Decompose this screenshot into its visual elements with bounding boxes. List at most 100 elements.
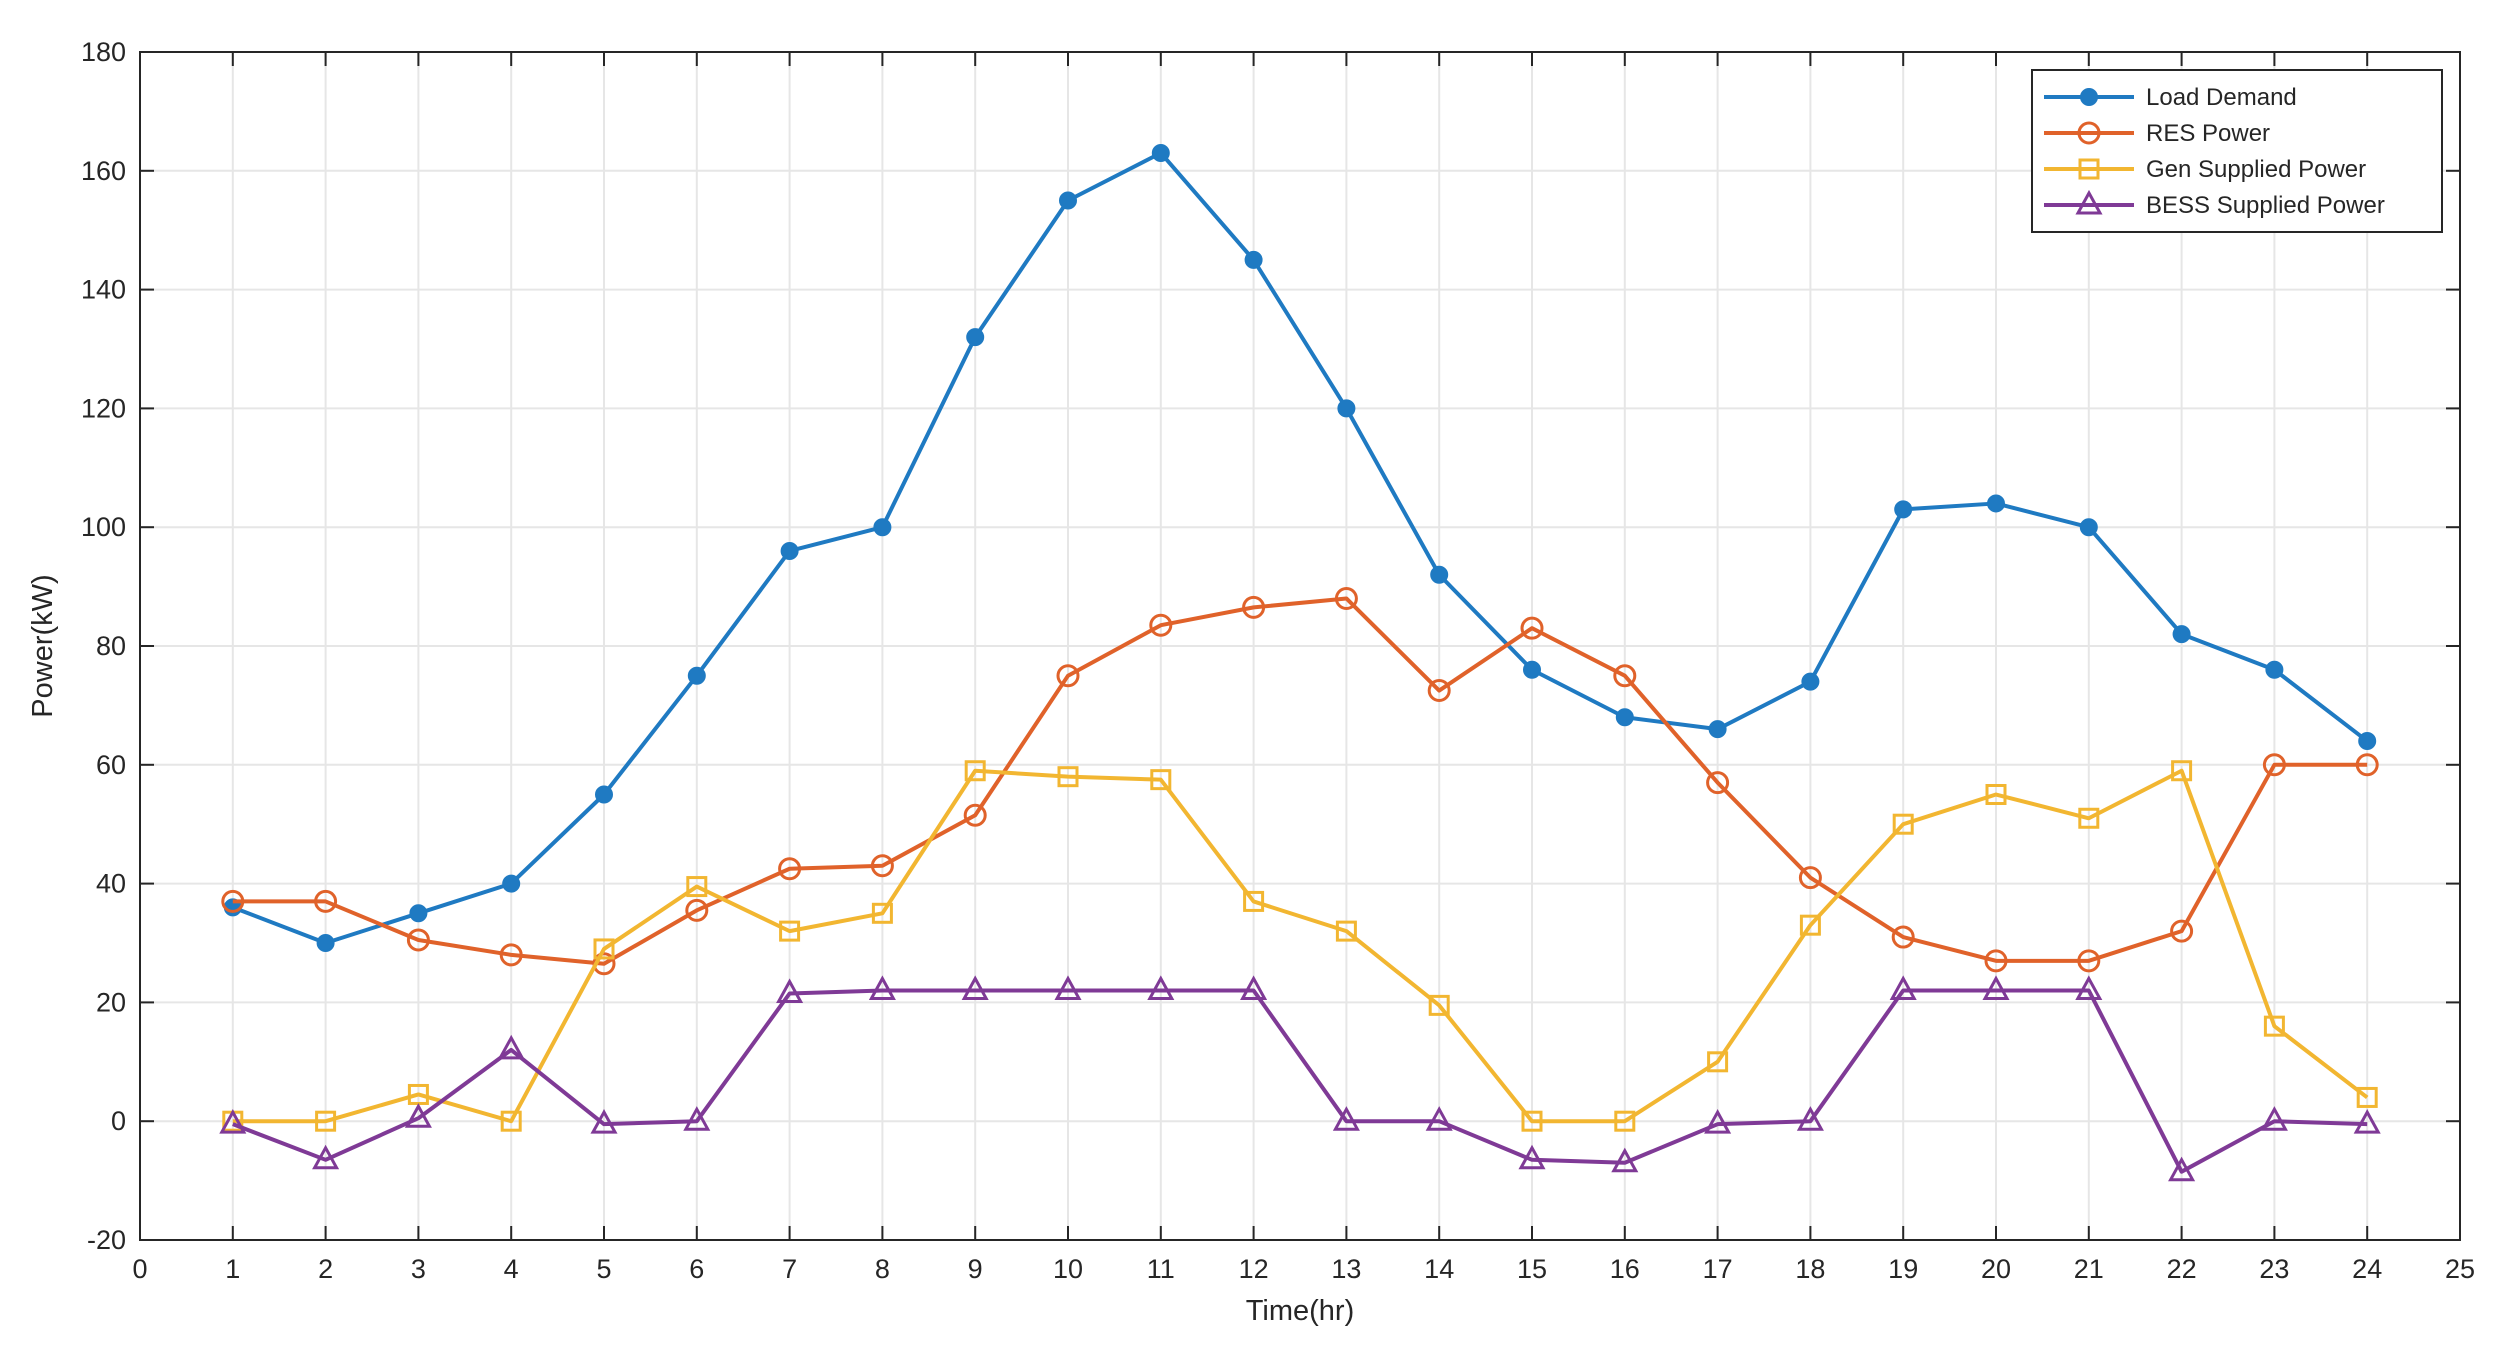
- series-line: [232, 150, 2369, 945]
- data-point: [1149, 613, 1173, 637]
- data-point: [2075, 975, 2103, 1001]
- data-point: [1801, 672, 1820, 691]
- data-point: [779, 920, 801, 942]
- data-point: [1798, 866, 1822, 890]
- data-point: [683, 1106, 711, 1131]
- data-point: [590, 1109, 618, 1134]
- data-point: [1614, 1110, 1636, 1132]
- x-tick-label: 4: [504, 1254, 519, 1284]
- data-point: [778, 857, 802, 881]
- legend-swatch-marker: [2080, 88, 2098, 106]
- data-point: [2353, 1109, 2381, 1134]
- data-point: [780, 541, 799, 560]
- y-tick-label: 120: [81, 393, 126, 423]
- data-point: [1059, 191, 1077, 210]
- x-tick-label: 10: [1053, 1254, 1083, 1284]
- data-point: [1706, 771, 1730, 795]
- data-point: [312, 1144, 340, 1170]
- legend-label: Load Demand: [2146, 84, 2297, 111]
- data-point: [1894, 500, 1913, 519]
- data-point: [1243, 890, 1265, 912]
- data-point: [502, 874, 521, 893]
- data-point: [1704, 1109, 1732, 1134]
- data-point: [404, 1103, 432, 1128]
- data-point: [1889, 975, 1917, 1001]
- x-tick-label: 5: [596, 1254, 611, 1284]
- data-point: [219, 1109, 247, 1134]
- data-point: [1982, 975, 2010, 1001]
- data-point: [1518, 1144, 1546, 1170]
- legend-swatch-marker: [2078, 158, 2100, 180]
- legend-item: Load Demand: [2044, 84, 2297, 111]
- x-tick-label: 22: [2167, 1254, 2197, 1284]
- data-point: [500, 1110, 522, 1132]
- data-point: [686, 876, 708, 898]
- data-point: [1337, 399, 1356, 418]
- y-axis-label: Power(kW): [27, 574, 59, 717]
- data-point: [1613, 664, 1637, 688]
- data-point: [1425, 1106, 1453, 1131]
- x-tick-label: 1: [225, 1254, 240, 1284]
- data-point: [1335, 920, 1357, 942]
- data-point: [2263, 1015, 2285, 1037]
- y-tick-label: 180: [81, 37, 126, 67]
- data-point: [2262, 753, 2286, 777]
- data-point: [1427, 679, 1451, 703]
- x-tick-label: 13: [1331, 1254, 1361, 1284]
- y-tick-label: 100: [81, 512, 126, 542]
- data-point: [1799, 914, 1821, 936]
- x-tick-label: 8: [875, 1254, 890, 1284]
- data-point: [497, 1034, 525, 1060]
- legend-label: Gen Supplied Power: [2146, 156, 2366, 183]
- x-tick-label: 9: [968, 1254, 983, 1284]
- series-0: [223, 143, 2377, 952]
- data-point: [2172, 625, 2191, 644]
- x-tick-label: 17: [1703, 1254, 1733, 1284]
- series-line: [232, 768, 2369, 1124]
- data-point: [966, 328, 985, 347]
- data-point: [687, 666, 706, 685]
- data-point: [1240, 975, 1268, 1001]
- data-point: [964, 760, 986, 782]
- data-point: [1984, 949, 2008, 973]
- data-point: [961, 975, 989, 1001]
- x-tick-label: 21: [2074, 1254, 2104, 1284]
- data-point: [2358, 732, 2377, 751]
- data-point: [593, 938, 615, 960]
- legend-item: RES Power: [2044, 120, 2270, 147]
- x-tick-label: 19: [1888, 1254, 1918, 1284]
- data-point: [2079, 518, 2098, 537]
- legend-item: Gen Supplied Power: [2044, 156, 2366, 183]
- data-point: [314, 889, 338, 913]
- data-point: [1057, 766, 1079, 788]
- data-point: [2078, 807, 2100, 829]
- data-point: [315, 1110, 337, 1132]
- y-tick-label: 20: [96, 987, 126, 1017]
- data-point: [2170, 919, 2194, 943]
- x-tick-label: 18: [1795, 1254, 1825, 1284]
- data-point: [1428, 994, 1450, 1016]
- data-point: [1147, 975, 1175, 1001]
- legend-item: BESS Supplied Power: [2044, 189, 2385, 219]
- data-point: [1796, 1106, 1824, 1131]
- data-point: [1985, 784, 2007, 805]
- data-point: [1521, 1110, 1543, 1132]
- data-point: [409, 904, 428, 923]
- x-tick-label: 11: [1147, 1254, 1175, 1284]
- x-tick-label: 24: [2352, 1254, 2382, 1284]
- x-tick-label: 25: [2445, 1254, 2475, 1284]
- data-point: [1615, 708, 1634, 727]
- x-tick-label: 15: [1517, 1254, 1547, 1284]
- y-tick-label: 0: [111, 1106, 126, 1136]
- legend-label: BESS Supplied Power: [2146, 192, 2385, 219]
- x-tick-label: 16: [1610, 1254, 1640, 1284]
- data-point: [1242, 595, 1266, 619]
- data-point: [1332, 1106, 1360, 1131]
- data-point: [2168, 1156, 2196, 1182]
- data-point: [2171, 760, 2193, 782]
- data-point: [1334, 586, 1358, 610]
- data-point: [963, 803, 987, 827]
- x-tick-label: 6: [689, 1254, 704, 1284]
- data-point: [870, 854, 894, 878]
